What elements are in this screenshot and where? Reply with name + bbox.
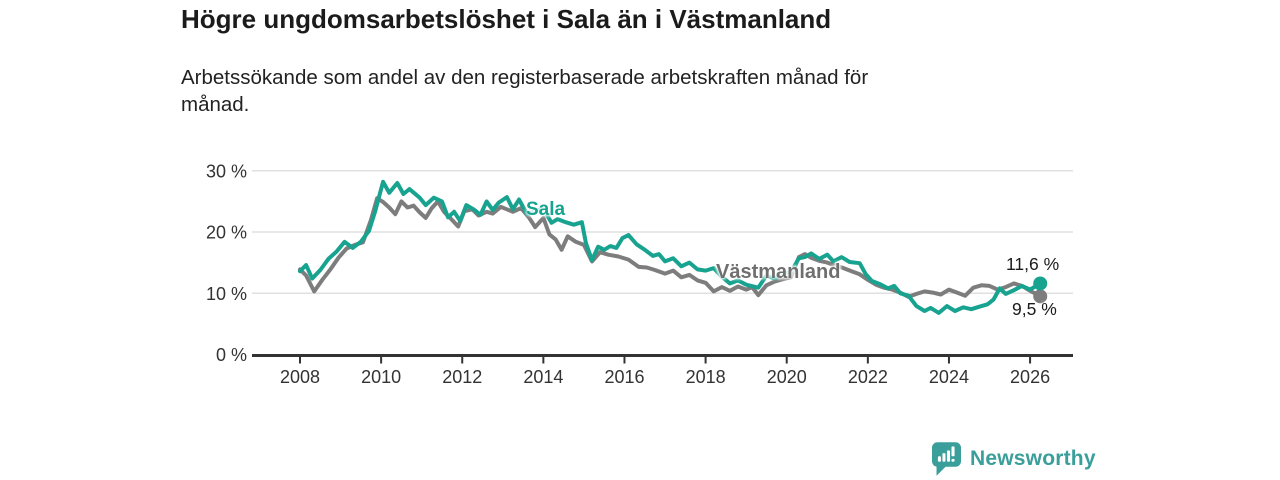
y-tick-label: 30 % <box>206 161 247 181</box>
x-tick-label: 2020 <box>767 367 807 387</box>
y-tick-label: 10 % <box>206 284 247 304</box>
newsworthy-chart-bubble-icon <box>931 442 961 476</box>
x-tick-label: 2026 <box>1010 367 1050 387</box>
x-tick-label: 2010 <box>361 367 401 387</box>
series-label-vastmanland: Västmanland <box>716 261 841 283</box>
end-value-label-vastmanland: 9,5 % <box>1012 299 1057 319</box>
x-tick-label: 2008 <box>280 367 320 387</box>
subtitle-line-1: Arbetssökande som andel av den registerb… <box>181 66 869 89</box>
x-tick-label: 2014 <box>523 367 563 387</box>
newsworthy-wordmark: Newsworthy <box>970 447 1096 470</box>
x-tick-label: 2018 <box>686 367 726 387</box>
series-label-sala: Sala <box>526 199 566 220</box>
series-line-vastmanland <box>298 196 1043 299</box>
x-tick-label: 2022 <box>848 367 888 387</box>
end-value-label-sala: 11,6 % <box>1006 254 1060 274</box>
end-dot-sala <box>1033 276 1048 291</box>
end-dot-vastmanland <box>1033 289 1048 304</box>
chart-subtitle: Arbetssökande som andel av den registerb… <box>181 64 868 118</box>
page-title: Högre ungdomsarbetslöshet i Sala än i Vä… <box>181 4 832 34</box>
y-tick-label: 0 % <box>216 345 247 365</box>
series-line-sala <box>298 179 1043 315</box>
subtitle-line-2: månad. <box>181 93 250 117</box>
x-tick-label: 2016 <box>604 367 644 387</box>
x-tick-label: 2024 <box>929 367 969 387</box>
newsworthy-logo: Newsworthy <box>931 442 1096 476</box>
x-tick-label: 2012 <box>442 367 482 387</box>
y-tick-label: 20 % <box>206 223 247 243</box>
